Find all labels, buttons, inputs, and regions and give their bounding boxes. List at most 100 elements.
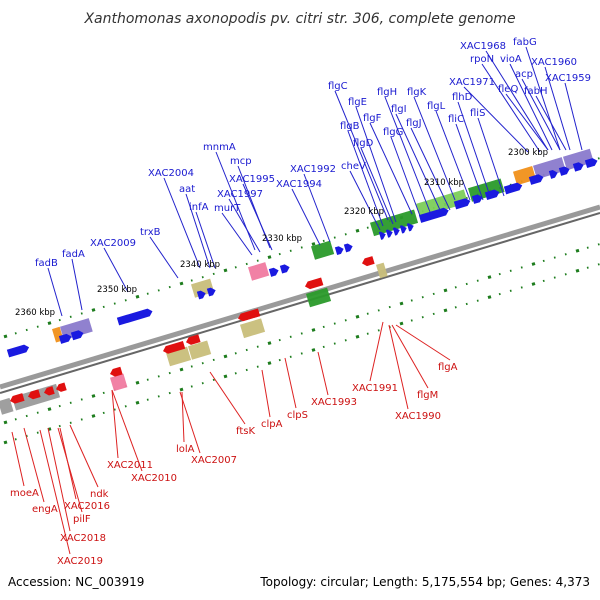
gene-label[interactable]: flgJ xyxy=(406,118,422,129)
gene-label[interactable]: flgC xyxy=(328,81,348,92)
gene-label[interactable]: flgF xyxy=(363,113,382,124)
gene-label[interactable]: aat xyxy=(179,184,195,195)
gene-label[interactable]: flgG xyxy=(383,127,403,138)
gene-label[interactable]: pilF xyxy=(73,514,91,525)
gene-label[interactable]: ndk xyxy=(90,489,109,500)
backbone-line xyxy=(0,204,600,390)
gene-label[interactable]: XAC1991 xyxy=(352,383,398,394)
gene-label[interactable]: acp xyxy=(515,69,533,80)
gene-label[interactable]: ftsK xyxy=(236,426,255,437)
reverse-gene-arrow xyxy=(56,382,67,392)
tick-mark xyxy=(267,341,272,346)
gene-label[interactable]: fabH xyxy=(524,86,548,97)
leader-line-forward xyxy=(195,211,216,269)
gene-label[interactable]: clpS xyxy=(287,410,308,421)
gene-label[interactable]: cheV xyxy=(341,161,366,172)
tick-mark xyxy=(179,387,184,392)
gene-label[interactable]: XAC1971 xyxy=(449,77,495,88)
cog-block-rect xyxy=(239,318,266,339)
gene-label[interactable]: flgE xyxy=(348,97,367,108)
gene-label[interactable]: XAC1960 xyxy=(531,57,577,68)
gene-label[interactable]: XAC1994 xyxy=(276,179,322,190)
cog-block xyxy=(375,262,388,279)
gene-label[interactable]: XAC2004 xyxy=(148,168,194,179)
leader-line-forward xyxy=(360,147,394,225)
gene-label[interactable]: clpA xyxy=(261,419,283,430)
gene-label[interactable]: fadB xyxy=(35,258,58,269)
reverse-gene-arrow xyxy=(186,334,201,345)
gene-label[interactable]: murT xyxy=(214,203,241,214)
cog-block-rect xyxy=(310,240,335,260)
gene-label[interactable]: XAC2010 xyxy=(131,473,177,484)
tick-mark xyxy=(3,334,8,339)
forward-gene-arrow-shape xyxy=(584,158,598,169)
gene-label[interactable]: engA xyxy=(32,504,58,515)
forward-gene-arrow xyxy=(334,246,344,256)
gene-label[interactable]: XAC1968 xyxy=(460,41,506,52)
gene-label[interactable]: flgL xyxy=(427,101,446,112)
leader-line-reverse xyxy=(39,429,71,555)
gene-label[interactable]: flgD xyxy=(353,138,374,149)
tick-mark xyxy=(355,228,360,233)
gene-label[interactable]: XAC1993 xyxy=(311,397,357,408)
gene-arrows xyxy=(6,158,598,404)
gene-label[interactable]: flhD xyxy=(452,92,473,103)
forward-gene-arrow-shape xyxy=(418,207,449,223)
reverse-gene-arrow-shape xyxy=(163,340,186,354)
cog-block-rect xyxy=(109,373,128,392)
tick-mark xyxy=(487,275,492,280)
gene-label[interactable]: flgI xyxy=(391,104,407,115)
gene-label[interactable]: vioA xyxy=(500,54,522,65)
gene-label[interactable]: flgA xyxy=(438,362,458,373)
leader-line-forward xyxy=(149,236,179,279)
leader-line-reverse xyxy=(369,321,384,382)
reverse-gene-arrow-shape xyxy=(362,256,375,267)
gene-label[interactable]: infA xyxy=(189,202,209,213)
gene-label[interactable]: moeA xyxy=(10,488,39,499)
gene-label[interactable]: XAC2019 xyxy=(57,556,103,567)
gene-label[interactable]: lolA xyxy=(176,444,195,455)
gene-label[interactable]: fabG xyxy=(513,37,537,48)
gene-label[interactable]: rpoN xyxy=(470,54,494,65)
leader-line-forward xyxy=(455,123,484,201)
gene-label[interactable]: XAC2009 xyxy=(90,238,136,249)
leader-line-forward xyxy=(384,96,431,213)
gene-label[interactable]: XAC1995 xyxy=(229,174,275,185)
gene-label[interactable]: XAC1992 xyxy=(290,164,336,175)
gene-label[interactable]: XAC2007 xyxy=(191,455,237,466)
leader-line-reverse xyxy=(179,391,201,454)
forward-gene-arrow-shape xyxy=(399,225,407,234)
tick-mark xyxy=(531,282,536,286)
gene-label[interactable]: fliS xyxy=(470,108,485,119)
leader-line-forward xyxy=(228,198,261,253)
gene-label[interactable]: mcp xyxy=(230,156,252,167)
cog-block-rect xyxy=(247,262,270,281)
forward-gene-arrow-shape xyxy=(378,231,386,240)
leader-line-forward xyxy=(163,177,201,269)
gene-label[interactable]: mnmA xyxy=(203,142,236,153)
tick-mark xyxy=(135,380,140,385)
gene-label[interactable]: fadA xyxy=(62,249,85,260)
forward-gene-arrow xyxy=(548,170,558,179)
gene-label[interactable]: trxB xyxy=(140,227,161,238)
leader-line-reverse xyxy=(395,324,451,361)
gene-label[interactable]: XAC1990 xyxy=(395,411,441,422)
forward-gene-arrow xyxy=(116,308,153,326)
gene-label[interactable]: XAC2011 xyxy=(107,460,153,471)
gene-label[interactable]: fleQ xyxy=(498,84,518,95)
kbp-label-2310: 2310 kbp xyxy=(424,178,464,188)
tick-mark xyxy=(575,268,580,273)
gene-label[interactable]: fliC xyxy=(448,114,464,125)
gene-label[interactable]: flgK xyxy=(407,87,427,98)
gene-label[interactable]: XAC2018 xyxy=(60,533,106,544)
tick-mark xyxy=(531,262,536,266)
gene-label[interactable]: XAC2016 xyxy=(64,501,110,512)
leader-line-forward xyxy=(477,117,505,197)
gene-label[interactable]: XAC1997 xyxy=(217,189,263,200)
forward-gene-arrow-shape xyxy=(58,333,72,344)
gene-label[interactable]: flgB xyxy=(340,121,360,132)
forward-gene-arrow-shape xyxy=(558,166,570,176)
gene-label[interactable]: flgM xyxy=(417,390,438,401)
gene-label[interactable]: XAC1959 xyxy=(545,73,591,84)
gene-label[interactable]: flgH xyxy=(377,87,397,98)
